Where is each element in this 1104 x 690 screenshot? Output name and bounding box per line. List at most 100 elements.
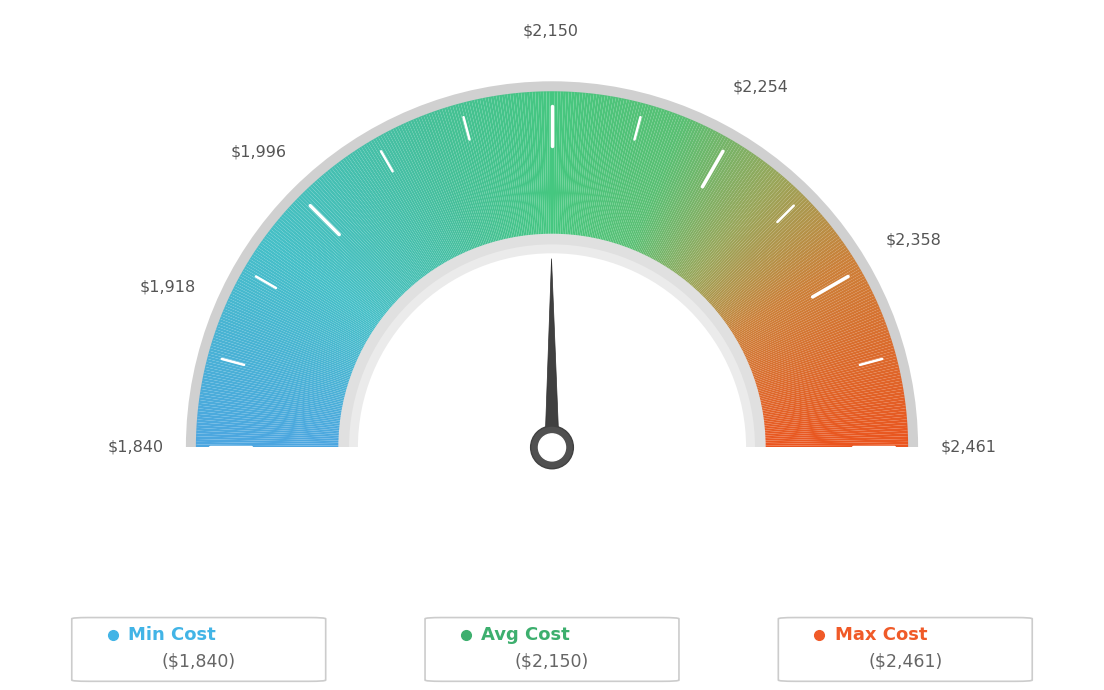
Wedge shape	[195, 439, 342, 444]
Wedge shape	[312, 182, 412, 292]
Circle shape	[531, 426, 573, 469]
Wedge shape	[381, 134, 453, 264]
Wedge shape	[256, 247, 379, 331]
Wedge shape	[677, 161, 766, 279]
Wedge shape	[214, 332, 353, 381]
Wedge shape	[359, 147, 439, 271]
Wedge shape	[723, 240, 843, 326]
Wedge shape	[232, 288, 364, 355]
Wedge shape	[758, 386, 903, 413]
Wedge shape	[371, 139, 446, 266]
Text: $1,996: $1,996	[231, 144, 287, 159]
Wedge shape	[752, 335, 891, 382]
Wedge shape	[333, 164, 425, 282]
Wedge shape	[746, 314, 883, 370]
Wedge shape	[713, 218, 827, 313]
Text: ($1,840): ($1,840)	[161, 653, 236, 671]
Wedge shape	[697, 190, 799, 297]
Wedge shape	[200, 395, 344, 417]
Wedge shape	[486, 97, 514, 241]
Wedge shape	[252, 254, 375, 335]
Wedge shape	[226, 301, 361, 362]
Wedge shape	[762, 417, 907, 431]
Wedge shape	[694, 186, 796, 294]
Wedge shape	[630, 117, 688, 253]
Wedge shape	[445, 107, 490, 247]
Wedge shape	[508, 94, 528, 239]
Wedge shape	[754, 348, 894, 391]
Wedge shape	[385, 131, 455, 262]
Wedge shape	[197, 420, 342, 433]
Wedge shape	[199, 403, 343, 423]
Wedge shape	[325, 171, 420, 286]
Wedge shape	[288, 206, 397, 306]
FancyBboxPatch shape	[778, 618, 1032, 681]
Wedge shape	[760, 395, 904, 417]
Wedge shape	[198, 411, 343, 428]
Wedge shape	[758, 378, 902, 408]
Wedge shape	[267, 231, 385, 322]
Wedge shape	[755, 359, 898, 397]
Wedge shape	[373, 138, 448, 266]
Text: $2,358: $2,358	[885, 233, 942, 248]
Wedge shape	[199, 397, 344, 420]
Wedge shape	[403, 123, 466, 257]
Wedge shape	[734, 271, 862, 345]
Wedge shape	[224, 306, 359, 366]
Wedge shape	[620, 110, 670, 249]
Wedge shape	[200, 392, 344, 416]
Wedge shape	[222, 311, 358, 368]
Wedge shape	[348, 155, 433, 275]
Wedge shape	[647, 130, 716, 261]
Wedge shape	[703, 199, 809, 302]
Wedge shape	[513, 93, 531, 239]
Wedge shape	[569, 92, 583, 238]
Wedge shape	[499, 95, 522, 239]
Wedge shape	[349, 244, 755, 447]
Wedge shape	[614, 107, 659, 247]
Wedge shape	[361, 145, 440, 270]
Wedge shape	[757, 370, 900, 403]
Wedge shape	[204, 370, 347, 403]
Wedge shape	[667, 150, 750, 273]
Wedge shape	[737, 281, 868, 351]
Wedge shape	[672, 156, 760, 277]
Wedge shape	[209, 351, 350, 392]
Wedge shape	[617, 109, 665, 248]
Wedge shape	[329, 168, 422, 284]
Wedge shape	[565, 92, 577, 238]
Wedge shape	[357, 148, 438, 272]
Wedge shape	[450, 106, 493, 246]
Wedge shape	[466, 101, 503, 244]
Wedge shape	[641, 125, 707, 258]
Wedge shape	[762, 422, 907, 434]
Wedge shape	[761, 406, 906, 424]
Wedge shape	[198, 408, 343, 426]
Wedge shape	[322, 173, 418, 286]
Wedge shape	[636, 121, 696, 255]
Wedge shape	[247, 262, 373, 339]
Wedge shape	[726, 250, 850, 332]
Wedge shape	[762, 428, 907, 437]
Wedge shape	[724, 243, 845, 328]
Text: $2,254: $2,254	[732, 79, 788, 94]
Wedge shape	[210, 348, 350, 391]
Wedge shape	[319, 177, 415, 288]
Wedge shape	[734, 268, 861, 344]
Wedge shape	[418, 117, 475, 253]
Bar	[0, 447, 1104, 625]
Wedge shape	[197, 425, 342, 436]
Wedge shape	[231, 290, 363, 357]
Wedge shape	[704, 201, 811, 304]
Wedge shape	[482, 97, 512, 242]
Wedge shape	[469, 101, 505, 243]
Wedge shape	[716, 227, 834, 319]
Wedge shape	[208, 356, 349, 395]
Wedge shape	[295, 199, 401, 302]
Wedge shape	[735, 273, 864, 346]
Wedge shape	[656, 138, 731, 266]
Wedge shape	[245, 264, 372, 340]
Wedge shape	[580, 95, 602, 239]
Wedge shape	[711, 214, 822, 311]
Wedge shape	[274, 223, 389, 316]
